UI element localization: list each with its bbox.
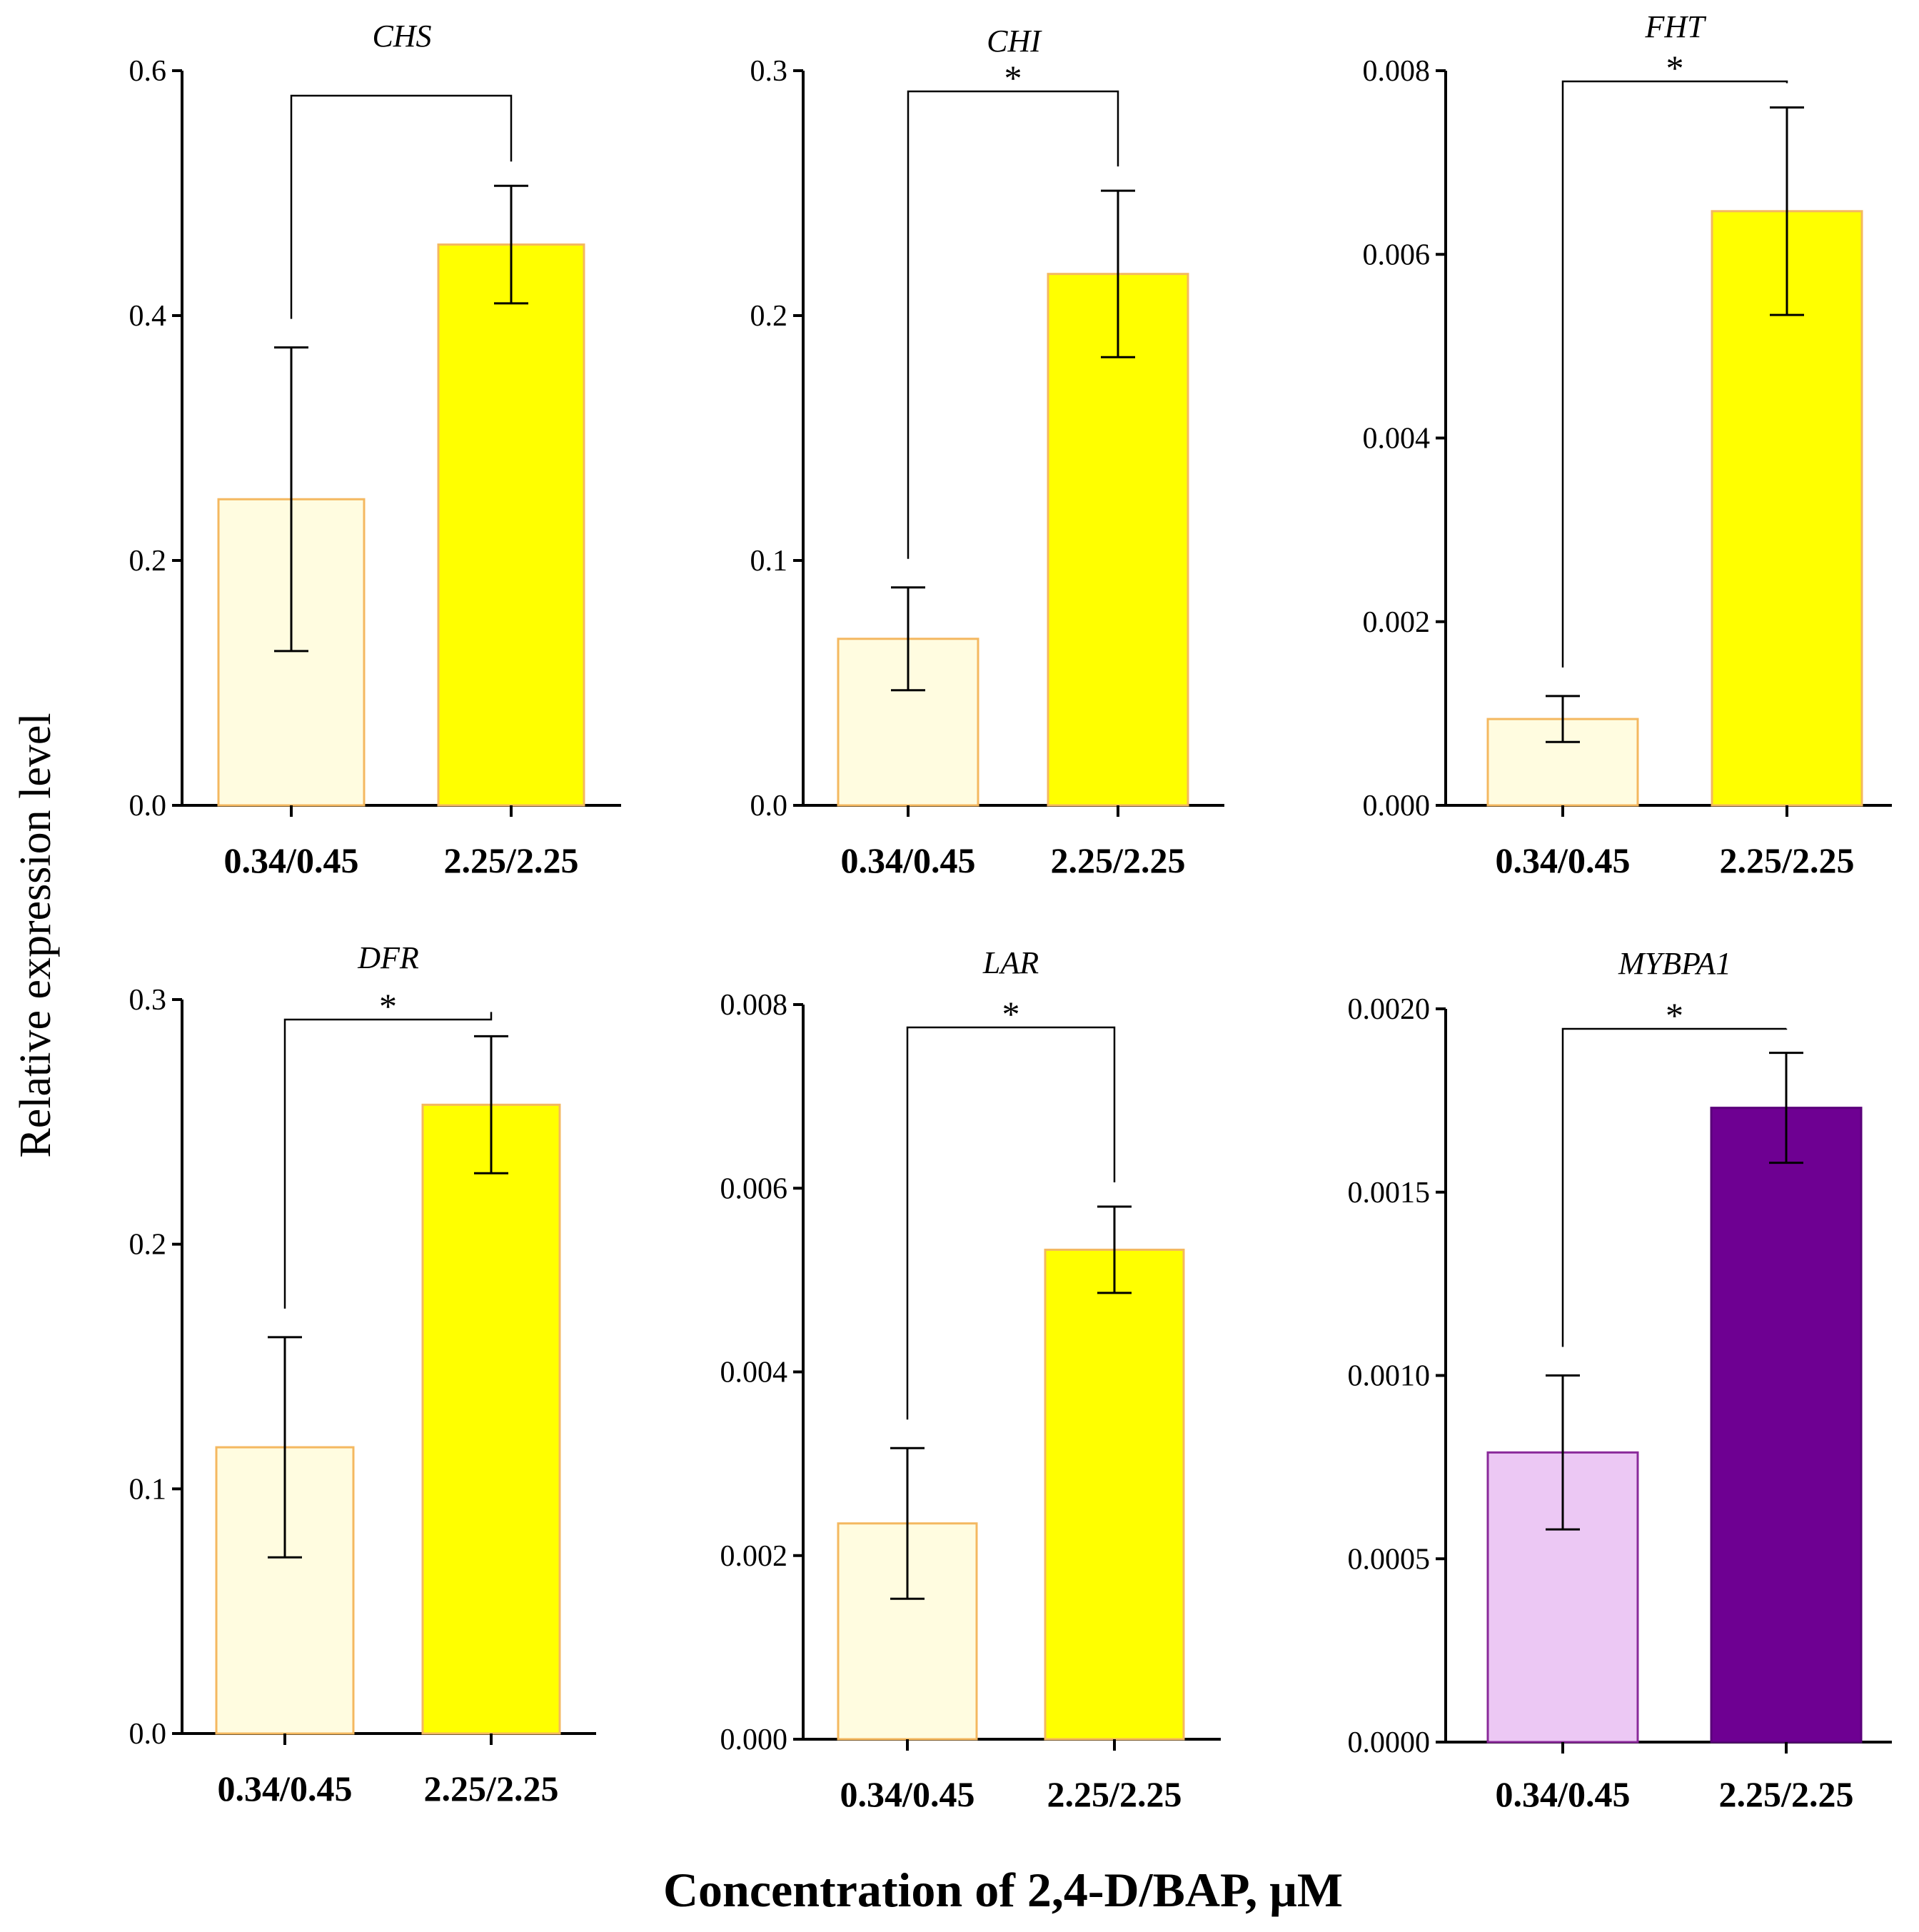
chart-panel-chi: CHI 0.0 0.1 0.2 0.3 0.34/0.45 2.25/2.25 * bbox=[750, 24, 1224, 880]
y-tick-label: 0.004 bbox=[720, 1357, 788, 1389]
y-tick-label: 0.2 bbox=[750, 300, 788, 333]
y-tick-label: 0.2 bbox=[129, 1229, 167, 1262]
y-tick-label: 0.2 bbox=[129, 545, 167, 578]
panel-title: CHI bbox=[987, 24, 1042, 59]
y-tick-label: 0.000 bbox=[1363, 790, 1431, 822]
bar bbox=[1710, 1107, 1863, 1744]
y-tick-label: 0.0 bbox=[129, 1718, 167, 1751]
y-tick-label: 0.3 bbox=[750, 55, 788, 88]
y-tick-label: 0.0 bbox=[129, 790, 167, 822]
significance-star: * bbox=[1666, 995, 1683, 1035]
y-tick-label: 0.4 bbox=[129, 300, 167, 333]
y-tick-label: 0.0000 bbox=[1348, 1726, 1431, 1759]
significance-bracket bbox=[906, 1026, 1116, 1420]
x-tick-label: 0.34/0.45 bbox=[1496, 1774, 1631, 1814]
y-tick-label: 0.0 bbox=[750, 790, 788, 822]
x-tick-label: 2.25/2.25 bbox=[1047, 1774, 1182, 1814]
y-tick-label: 0.002 bbox=[1363, 606, 1431, 639]
y-tick-label: 0.0020 bbox=[1348, 993, 1431, 1026]
y-tick-label: 0.0015 bbox=[1348, 1177, 1431, 1209]
y-tick-label: 0.000 bbox=[720, 1724, 788, 1756]
x-tick-label: 0.34/0.45 bbox=[1496, 840, 1631, 880]
panel-title: DFR bbox=[357, 940, 419, 975]
y-tick-label: 0.004 bbox=[1363, 423, 1431, 456]
x-tick-label: 2.25/2.25 bbox=[1719, 1774, 1854, 1814]
y-tick-label: 0.1 bbox=[750, 545, 788, 578]
y-tick-label: 0.008 bbox=[1363, 55, 1431, 88]
panel-title: LAR bbox=[982, 945, 1039, 980]
y-tick-label: 0.006 bbox=[720, 1172, 788, 1205]
y-axis-title: Relative expression level bbox=[11, 713, 60, 1157]
significance-bracket bbox=[283, 1012, 493, 1309]
significance-star: * bbox=[1002, 994, 1020, 1034]
chart-panel-mybpa1: MYBPA1 0.0000 0.0005 0.0010 0.0015 0.0020 0.34… bbox=[1348, 946, 1892, 1814]
y-tick-label: 0.6 bbox=[129, 55, 167, 88]
chart-panel-dfr: DFR 0.0 0.1 0.2 0.3 0.34/0.45 2.25/2.25 * bbox=[129, 940, 596, 1808]
chart-panel-lar: LAR 0.000 0.002 0.004 0.006 0.008 0.34/0.45 2.2… bbox=[720, 945, 1221, 1814]
y-tick-label: 0.008 bbox=[720, 989, 788, 1022]
significance-bracket bbox=[907, 90, 1119, 559]
x-tick-label: 2.25/2.25 bbox=[1720, 840, 1855, 880]
panel-title: CHS bbox=[372, 19, 431, 54]
bar bbox=[421, 1103, 561, 1735]
bar bbox=[437, 243, 585, 807]
significance-star: * bbox=[379, 986, 397, 1026]
x-tick-label: 0.34/0.45 bbox=[218, 1769, 353, 1808]
significance-bracket bbox=[290, 94, 513, 319]
bar bbox=[1044, 1248, 1185, 1741]
y-tick-label: 0.0010 bbox=[1348, 1360, 1431, 1393]
y-tick-label: 0.3 bbox=[129, 984, 167, 1017]
chart-panel-chs: CHS 0.0 0.2 0.4 0.6 0.34/0.45 2.25/2.25 bbox=[129, 19, 621, 880]
x-tick-label: 2.25/2.25 bbox=[1051, 840, 1186, 880]
x-axis-title: Concentration of 2,4-D/BAP, μM bbox=[663, 1863, 1343, 1917]
chart-panel-fht: FHT 0.000 0.002 0.004 0.006 0.008 0.34/0.45 2.2… bbox=[1363, 9, 1892, 880]
significance-star: * bbox=[1666, 48, 1684, 88]
y-tick-label: 0.002 bbox=[720, 1540, 788, 1573]
significance-star: * bbox=[1004, 58, 1022, 98]
x-tick-label: 2.25/2.25 bbox=[444, 840, 579, 880]
significance-bracket bbox=[1561, 1027, 1788, 1347]
y-tick-label: 0.006 bbox=[1363, 238, 1431, 271]
significance-bracket bbox=[1561, 80, 1788, 668]
y-tick-label: 0.0005 bbox=[1348, 1543, 1431, 1576]
panel-title: MYBPA1 bbox=[1618, 946, 1731, 981]
x-tick-label: 0.34/0.45 bbox=[840, 1774, 975, 1814]
x-tick-label: 0.34/0.45 bbox=[224, 840, 359, 880]
panel-title: FHT bbox=[1644, 9, 1707, 44]
x-tick-label: 0.34/0.45 bbox=[841, 840, 976, 880]
y-tick-label: 0.1 bbox=[129, 1473, 167, 1506]
x-tick-label: 2.25/2.25 bbox=[424, 1769, 559, 1808]
